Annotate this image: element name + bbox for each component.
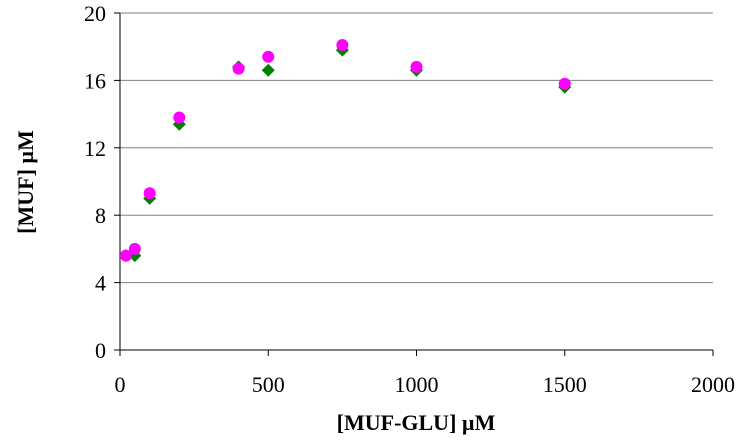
x-axis-title: [MUF-GLU] µM [337,410,496,435]
x-tick-label: 0 [115,372,126,397]
circle-point [262,50,275,63]
x-tick-label: 2000 [691,372,735,397]
x-tick-label: 500 [252,372,285,397]
x-tick-label: 1500 [543,372,587,397]
y-tick-labels: 0 4 8 12 16 20 [84,1,106,363]
y-axis-title: [MUF] µM [13,130,38,234]
axes [114,12,714,356]
y-tick-label: 0 [95,338,106,363]
y-tick-label: 8 [95,203,106,228]
y-tick-label: 20 [84,1,106,26]
circle-point [119,249,132,262]
circle-point [128,242,141,255]
circle-point [173,111,186,124]
circle-point [232,62,245,75]
y-tick-label: 12 [84,136,106,161]
gridlines [120,12,713,284]
circle-point [410,60,423,73]
diamond-point [261,63,275,77]
circle-point [143,187,156,200]
x-tick-label: 1000 [395,372,439,397]
y-tick-label: 4 [95,271,106,296]
circle-point [558,77,571,90]
y-tick-label: 16 [84,68,106,93]
circle-point [336,39,349,52]
x-tick-labels: 0 500 1000 1500 2000 [115,372,736,397]
data-points [119,39,572,263]
